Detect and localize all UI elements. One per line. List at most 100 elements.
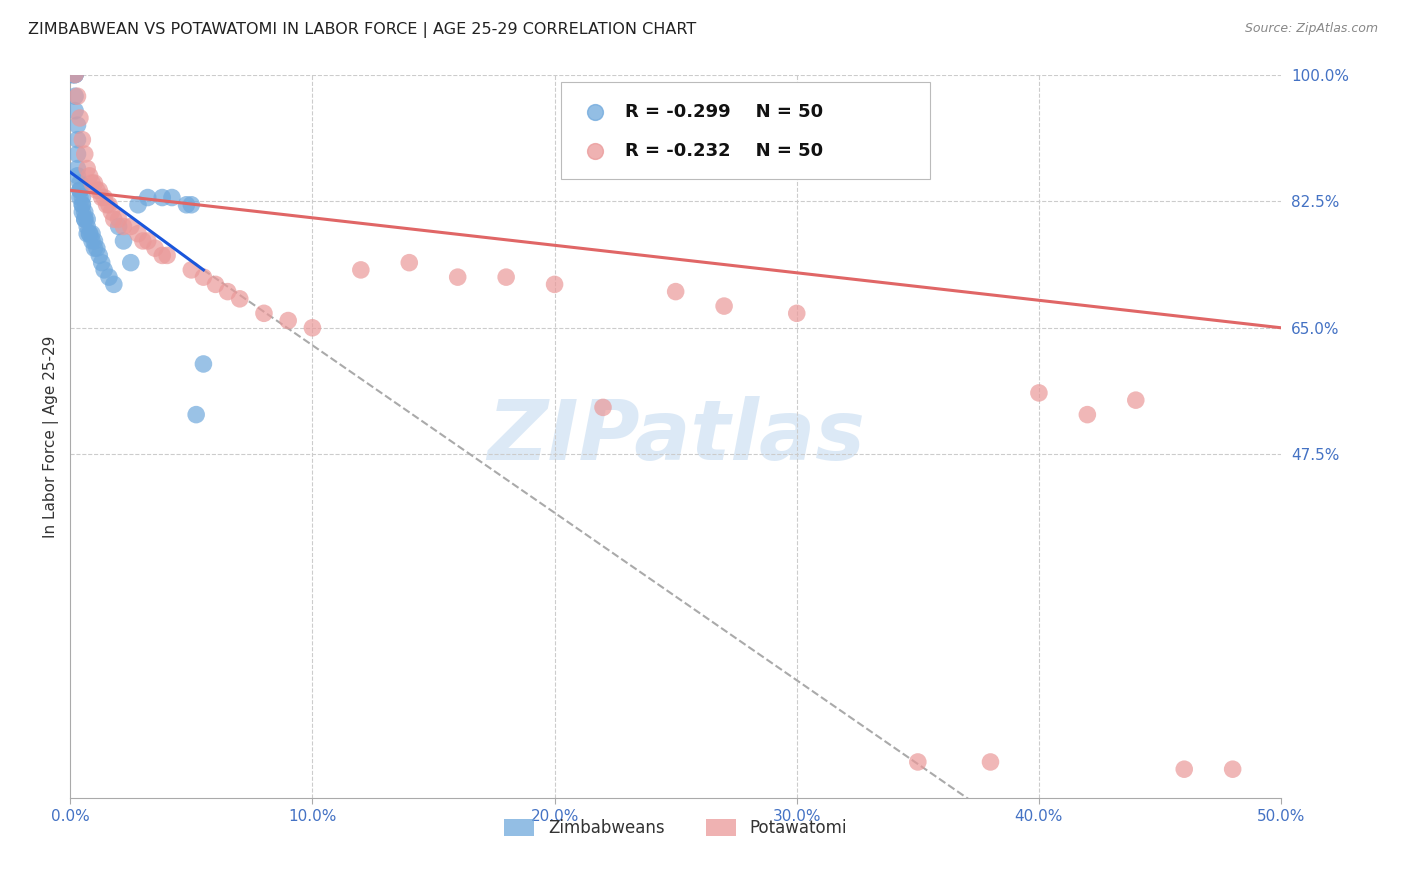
Point [63, 103, 86, 118]
Point [69, 183, 91, 197]
Point [107, 212, 129, 227]
Point [1076, 408, 1098, 422]
Point [66, 147, 89, 161]
Y-axis label: In Labor Force | Age 25-29: In Labor Force | Age 25-29 [44, 335, 59, 538]
Point [907, 755, 929, 769]
Point [204, 277, 226, 292]
Point [1108, 145, 1130, 159]
Point [156, 248, 179, 262]
Point [1028, 385, 1050, 400]
Point [103, 277, 125, 292]
Point [350, 263, 373, 277]
Point [79, 169, 101, 183]
Point [62, 68, 84, 82]
Point [120, 255, 142, 269]
Point [79, 227, 101, 241]
Text: ZIMBABWEAN VS POTAWATOMI IN LABOR FORCE | AGE 25-29 CORRELATION CHART: ZIMBABWEAN VS POTAWATOMI IN LABOR FORCE … [28, 22, 696, 38]
Point [79, 227, 101, 241]
Point [63, 68, 86, 82]
Point [73, 212, 96, 227]
Point [100, 205, 122, 219]
Point [180, 263, 202, 277]
Point [63, 89, 86, 103]
Point [96, 198, 118, 212]
Point [76, 219, 98, 234]
Point [193, 357, 215, 371]
Point [83, 176, 105, 190]
Point [73, 147, 96, 161]
Point [89, 183, 111, 197]
Point [66, 89, 89, 103]
Point [180, 198, 202, 212]
Point [62, 68, 84, 82]
Point [103, 212, 125, 227]
Point [80, 227, 103, 241]
Point [112, 234, 135, 248]
Point [301, 320, 323, 334]
Point [72, 133, 94, 147]
Point [93, 263, 115, 277]
Point [136, 190, 159, 204]
Point [1173, 762, 1195, 776]
Point [73, 205, 96, 219]
Point [447, 270, 470, 285]
Point [277, 313, 299, 327]
Point [98, 198, 121, 212]
Point [127, 198, 149, 212]
Text: R = -0.299    N = 50: R = -0.299 N = 50 [624, 103, 823, 121]
Point [127, 227, 149, 241]
Point [76, 227, 98, 241]
Point [72, 198, 94, 212]
Text: R = -0.232    N = 50: R = -0.232 N = 50 [624, 143, 823, 161]
Point [76, 161, 98, 176]
Point [107, 219, 129, 234]
Point [86, 241, 108, 255]
Point [63, 68, 86, 82]
Point [143, 241, 166, 255]
Point [72, 205, 94, 219]
Point [66, 161, 89, 176]
Point [80, 176, 103, 190]
Point [93, 190, 115, 204]
Point [69, 111, 91, 125]
Point [786, 306, 808, 320]
Point [69, 176, 91, 190]
Point [90, 190, 112, 204]
Point [66, 169, 89, 183]
Point [160, 190, 183, 204]
Point [120, 219, 142, 234]
Point [713, 299, 735, 313]
Legend: Zimbabweans, Potawatomi: Zimbabweans, Potawatomi [498, 813, 853, 844]
Point [63, 68, 86, 82]
Point [217, 285, 239, 299]
Point [69, 190, 91, 204]
Point [1125, 393, 1147, 408]
Point [253, 306, 276, 320]
Point [62, 68, 84, 82]
Point [89, 248, 111, 262]
Point [592, 401, 614, 415]
Point [150, 248, 173, 262]
Point [83, 234, 105, 248]
Point [80, 234, 103, 248]
Point [193, 270, 215, 285]
Point [229, 292, 252, 306]
Point [66, 133, 89, 147]
Point [69, 183, 91, 197]
Point [136, 234, 159, 248]
Point [543, 277, 565, 292]
Point [150, 190, 173, 204]
Point [90, 255, 112, 269]
Point [98, 270, 121, 285]
Point [186, 408, 208, 422]
Point [86, 183, 108, 197]
Text: ZIPatlas: ZIPatlas [486, 396, 865, 477]
Point [73, 212, 96, 227]
Point [66, 118, 89, 132]
Point [665, 285, 688, 299]
Point [176, 198, 198, 212]
Point [72, 190, 94, 204]
Point [112, 219, 135, 234]
Point [76, 212, 98, 227]
Point [1222, 762, 1244, 776]
